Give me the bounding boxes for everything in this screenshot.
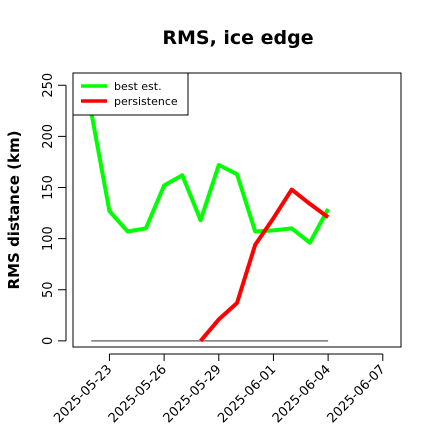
series-line-best-est [89,111,330,245]
y-tick-label: 150 [41,175,56,200]
x-tick-label: 2025-06-07 [325,362,389,426]
y-axis-label: RMS distance (km) [5,131,23,290]
chart-title: RMS, ice edge [162,27,313,49]
y-axis: 0 50 100 150 200 250 [41,73,67,345]
x-axis: 2025-05-232025-05-262025-05-292025-06-01… [51,353,389,426]
legend: best est. persistence [72,72,189,116]
legend-box [72,72,189,116]
series-line-persistence [199,187,330,343]
legend-label-persistence: persistence [114,95,178,108]
y-tick-label: 100 [41,226,56,251]
series-layer [89,111,330,343]
plot-area [72,72,402,348]
y-tick-label: 50 [41,281,56,298]
y-tick-label: 0 [41,337,56,345]
y-tick-label: 200 [41,124,56,149]
legend-label-best-est: best est. [114,80,162,93]
y-tick-label: 250 [41,73,56,98]
